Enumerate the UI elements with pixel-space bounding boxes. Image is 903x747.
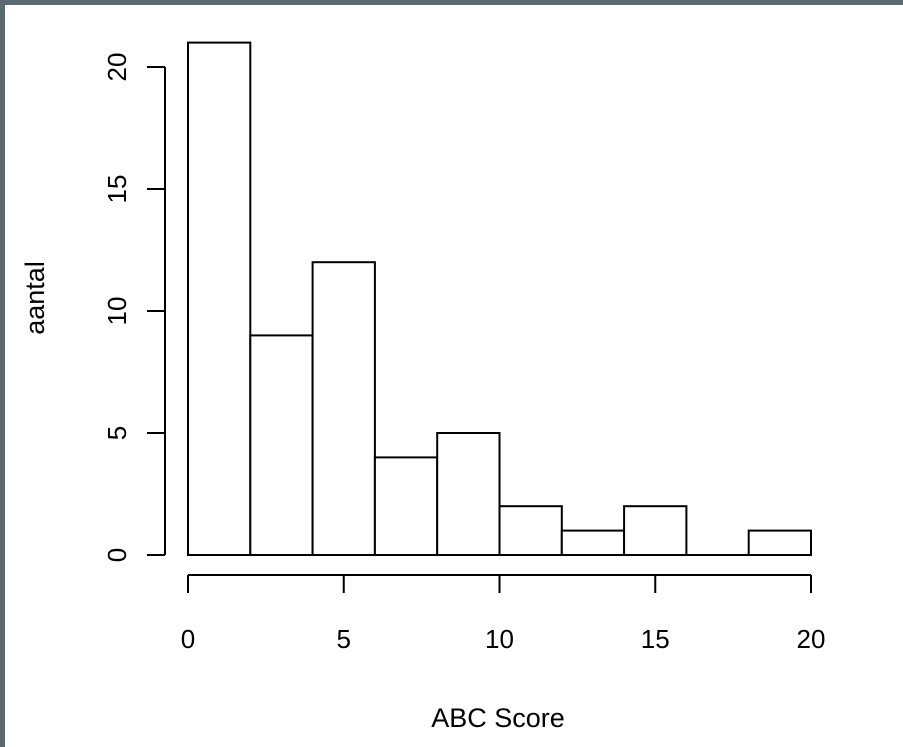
- bars-group: [187, 41, 813, 557]
- histogram-bar: [747, 529, 813, 556]
- histogram-bar: [498, 505, 563, 557]
- x-axis: 0 5 10 15 20: [181, 574, 826, 654]
- histogram-bar: [436, 432, 501, 556]
- y-axis: 0 5 10 15 20: [102, 53, 166, 562]
- x-tick-label: 15: [641, 624, 670, 654]
- x-axis-label: ABC Score: [431, 703, 565, 733]
- histogram-bar: [560, 529, 626, 556]
- histogram-bar: [249, 334, 314, 556]
- y-tick-label: 20: [102, 53, 132, 82]
- histogram-bar: [623, 505, 688, 557]
- x-tick-label: 20: [797, 624, 826, 654]
- histogram-bar: [311, 261, 376, 556]
- y-tick-label: 15: [102, 175, 132, 204]
- y-tick-label: 5: [102, 426, 132, 440]
- histogram-bar: [187, 41, 252, 557]
- x-tick-label: 5: [337, 624, 351, 654]
- x-tick-label: 0: [181, 624, 195, 654]
- histogram-bar: [373, 456, 439, 556]
- y-tick-label: 10: [102, 297, 132, 326]
- y-tick-label: 0: [102, 548, 132, 562]
- x-tick-label: 10: [485, 624, 514, 654]
- plot-area: [5, 5, 903, 747]
- y-axis-label: aantal: [20, 261, 50, 335]
